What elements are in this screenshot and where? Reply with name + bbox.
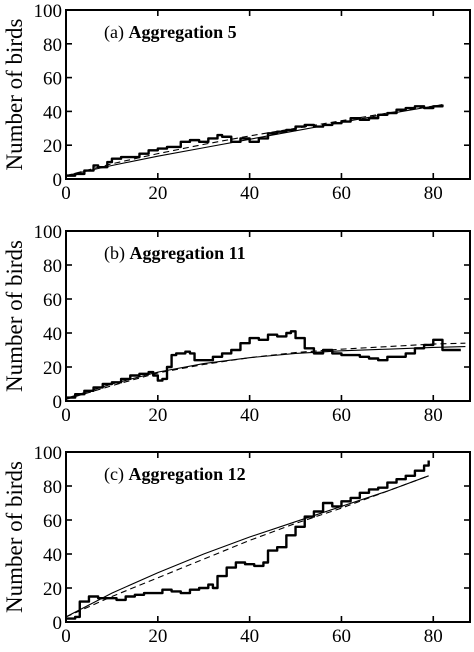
y-tick-label: 20 (43, 358, 62, 379)
panel-tag: (c) (104, 464, 128, 485)
y-tick-label: 40 (43, 102, 62, 123)
y-tick-label: 80 (43, 477, 62, 498)
model-fit-solid-line (65, 475, 429, 618)
panel-name: Aggregation 11 (130, 243, 246, 263)
y-tick-label: 0 (53, 392, 63, 413)
x-tick-label: 20 (148, 626, 167, 647)
x-tick-label: 60 (332, 183, 351, 204)
y-tick-label: 60 (43, 290, 62, 311)
y-axis-label: Number of birds (2, 18, 27, 170)
panel-title: (b) Aggregation 11 (104, 243, 246, 264)
panel-tag: (a) (104, 22, 128, 43)
model-fit-dashed-line (65, 342, 466, 400)
panel-title: (a) Aggregation 5 (104, 22, 237, 43)
x-tick-label: 0 (61, 626, 71, 647)
y-tick-label: 20 (43, 136, 62, 157)
model-fit-solid-line (65, 104, 443, 177)
y-axis-label: Number of birds (2, 240, 27, 392)
x-tick-label: 0 (61, 183, 71, 204)
plot-frame (65, 451, 471, 623)
x-tick-label: 80 (424, 183, 443, 204)
panel-name: Aggregation 5 (128, 22, 236, 42)
x-tick-label: 80 (424, 626, 443, 647)
model-fit-dashed-line (65, 475, 429, 618)
y-tick-label: 60 (43, 69, 62, 90)
panel-title: (c) Aggregation 12 (104, 464, 246, 485)
x-tick-label: 0 (61, 405, 71, 426)
chart-panel-2: 0 20 40 60 80 0 20 40 60 80 100 Number of birds (b) … (2, 222, 471, 426)
model-fit-dashed-line (65, 104, 443, 177)
x-tick-label: 40 (240, 626, 259, 647)
x-tick-label: 60 (332, 405, 351, 426)
x-tick-label: 40 (240, 405, 259, 426)
plot-frame (65, 9, 471, 180)
y-tick-label: 100 (34, 443, 63, 464)
x-tick-label: 20 (148, 183, 167, 204)
observed-count-line (66, 330, 461, 399)
x-tick-label: 40 (240, 183, 259, 204)
y-tick-label: 80 (43, 35, 62, 56)
y-axis-label: Number of birds (2, 461, 27, 613)
y-tick-label: 60 (43, 511, 62, 532)
y-tick-label: 40 (43, 324, 62, 345)
x-tick-label: 20 (148, 405, 167, 426)
observed-count-line (66, 104, 444, 177)
x-tick-label: 60 (332, 626, 351, 647)
chart-panel-1: 0 20 40 60 80 0 20 40 60 80 100 Number of birds (a) … (2, 1, 471, 204)
y-tick-label: 0 (53, 613, 63, 634)
y-tick-label: 100 (34, 1, 63, 22)
plot-frame (65, 230, 471, 402)
y-tick-label: 80 (43, 256, 62, 277)
x-tick-label: 80 (424, 405, 443, 426)
y-tick-label: 40 (43, 545, 62, 566)
chart-panel-3: 0 20 40 60 80 0 20 40 60 80 100 Number of birds (c) … (2, 443, 471, 647)
y-tick-label: 100 (34, 222, 63, 243)
panel-name: Aggregation 12 (128, 464, 245, 484)
y-tick-label: 0 (53, 170, 63, 191)
observed-count-line (66, 460, 430, 620)
y-tick-label: 20 (43, 579, 62, 600)
panel-tag: (b) (104, 243, 130, 264)
